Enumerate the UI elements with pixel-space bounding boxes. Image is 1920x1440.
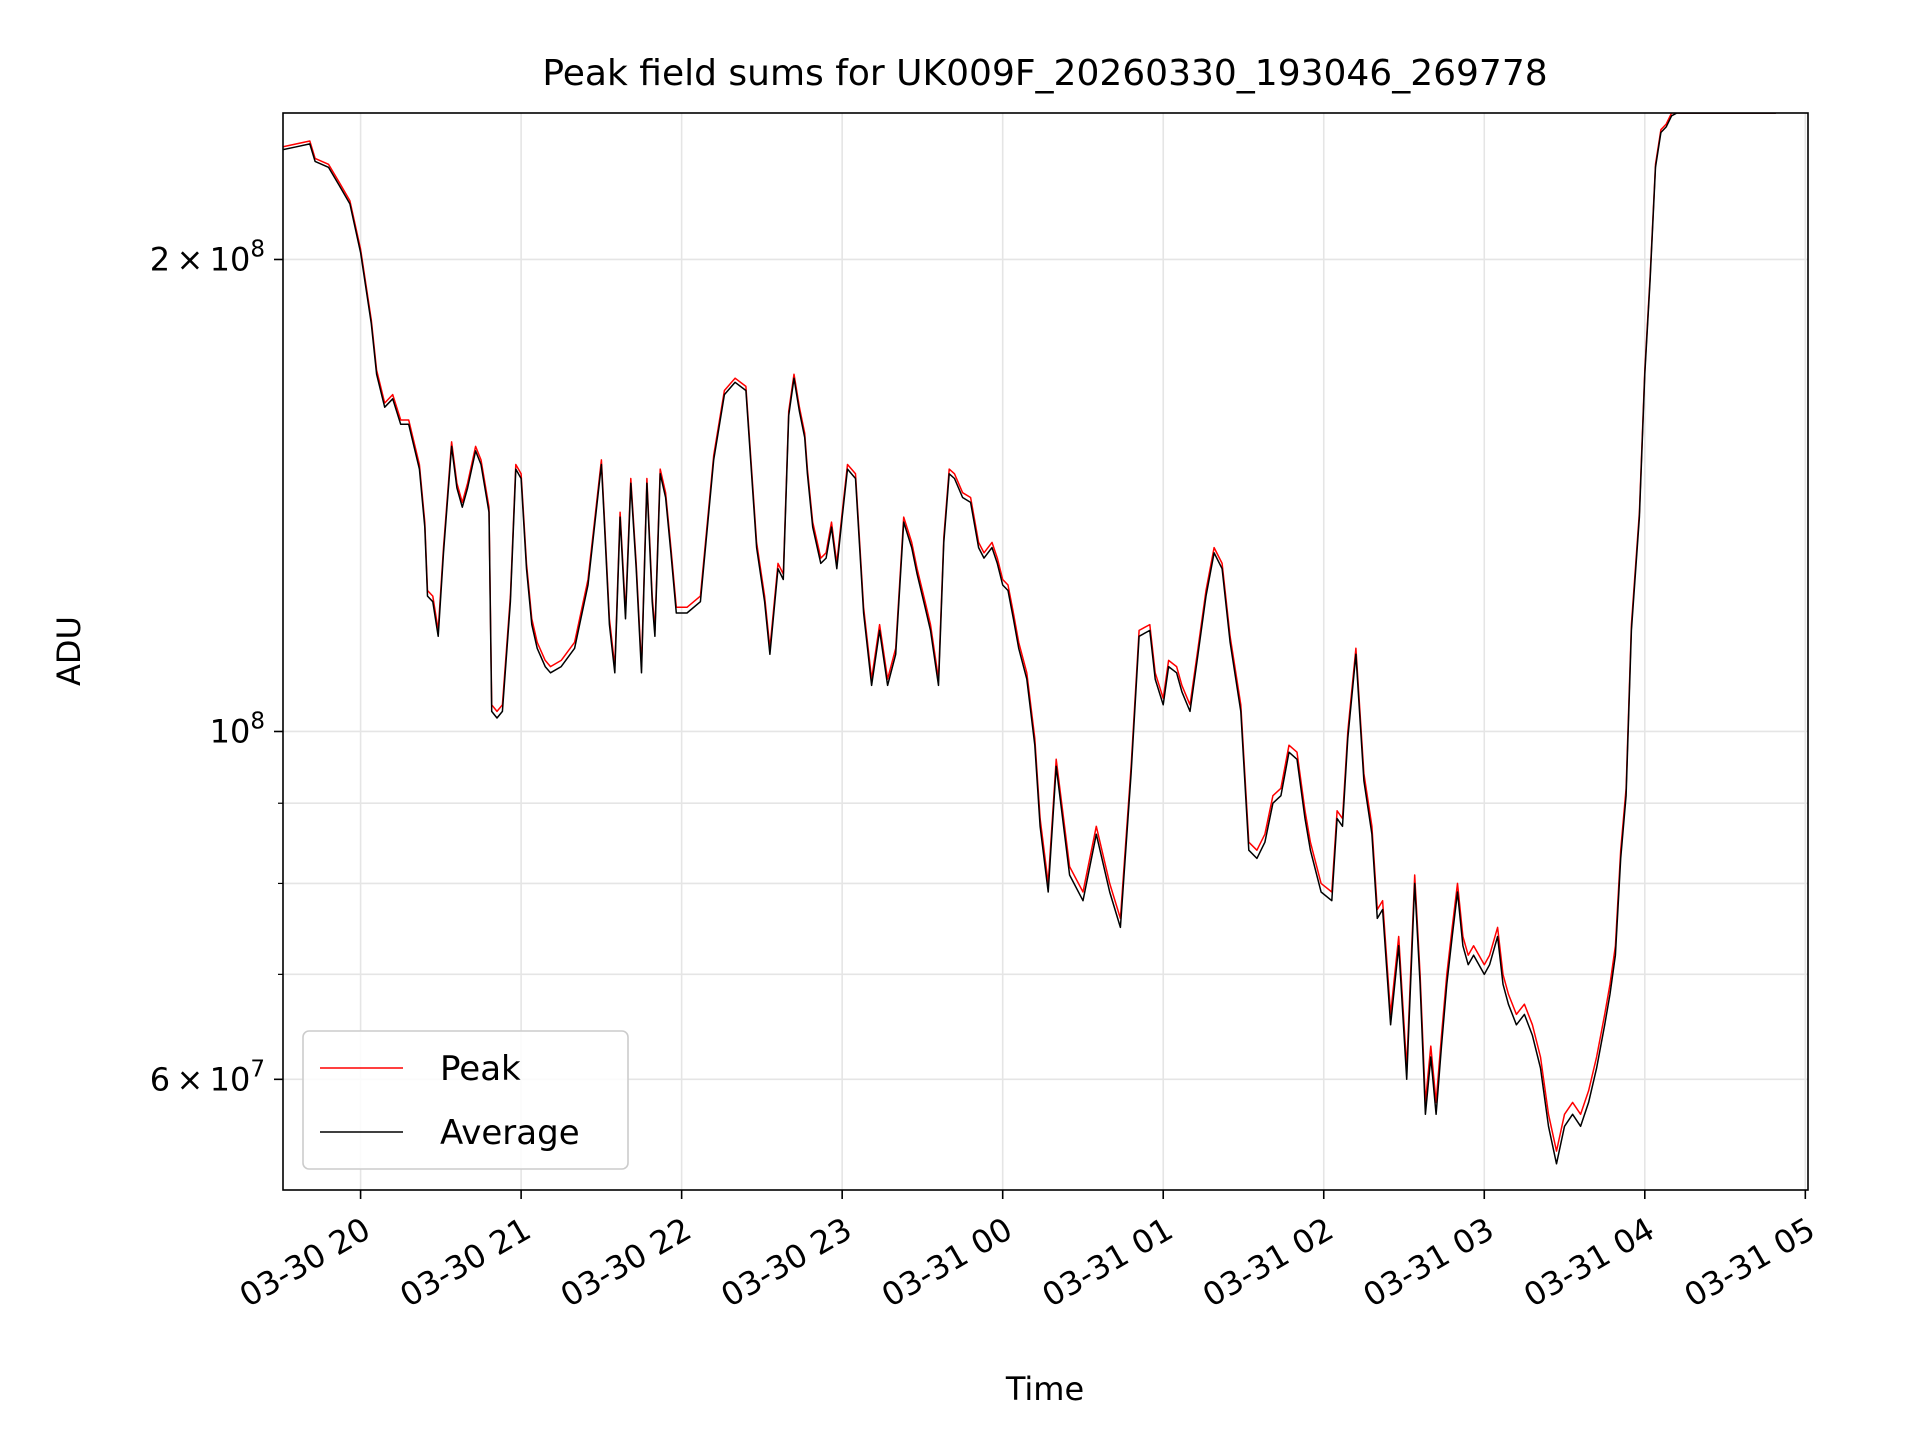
series-lines xyxy=(283,113,1776,1165)
y-tick-label: 108 xyxy=(210,708,265,750)
grid xyxy=(283,113,1808,1190)
series-line-peak xyxy=(283,113,1776,1152)
legend-label-peak: Peak xyxy=(440,1049,521,1089)
y-axis-ticks: 2 × 108 108 6 × 107 xyxy=(150,236,283,1098)
x-axis-label: Time xyxy=(1005,1370,1084,1408)
series-line-average xyxy=(283,113,1776,1165)
chart-title: Peak field sums for UK009F_20260330_1930… xyxy=(542,53,1547,94)
legend-label-average: Average xyxy=(440,1113,580,1153)
y-tick-label: 2 × 108 xyxy=(150,236,265,278)
y-tick-label: 6 × 107 xyxy=(150,1056,265,1098)
legend-box xyxy=(302,1030,629,1170)
plot-frame xyxy=(282,112,1809,1191)
legend: Peak Average xyxy=(302,1030,629,1170)
y-axis-label: ADU xyxy=(50,616,88,686)
